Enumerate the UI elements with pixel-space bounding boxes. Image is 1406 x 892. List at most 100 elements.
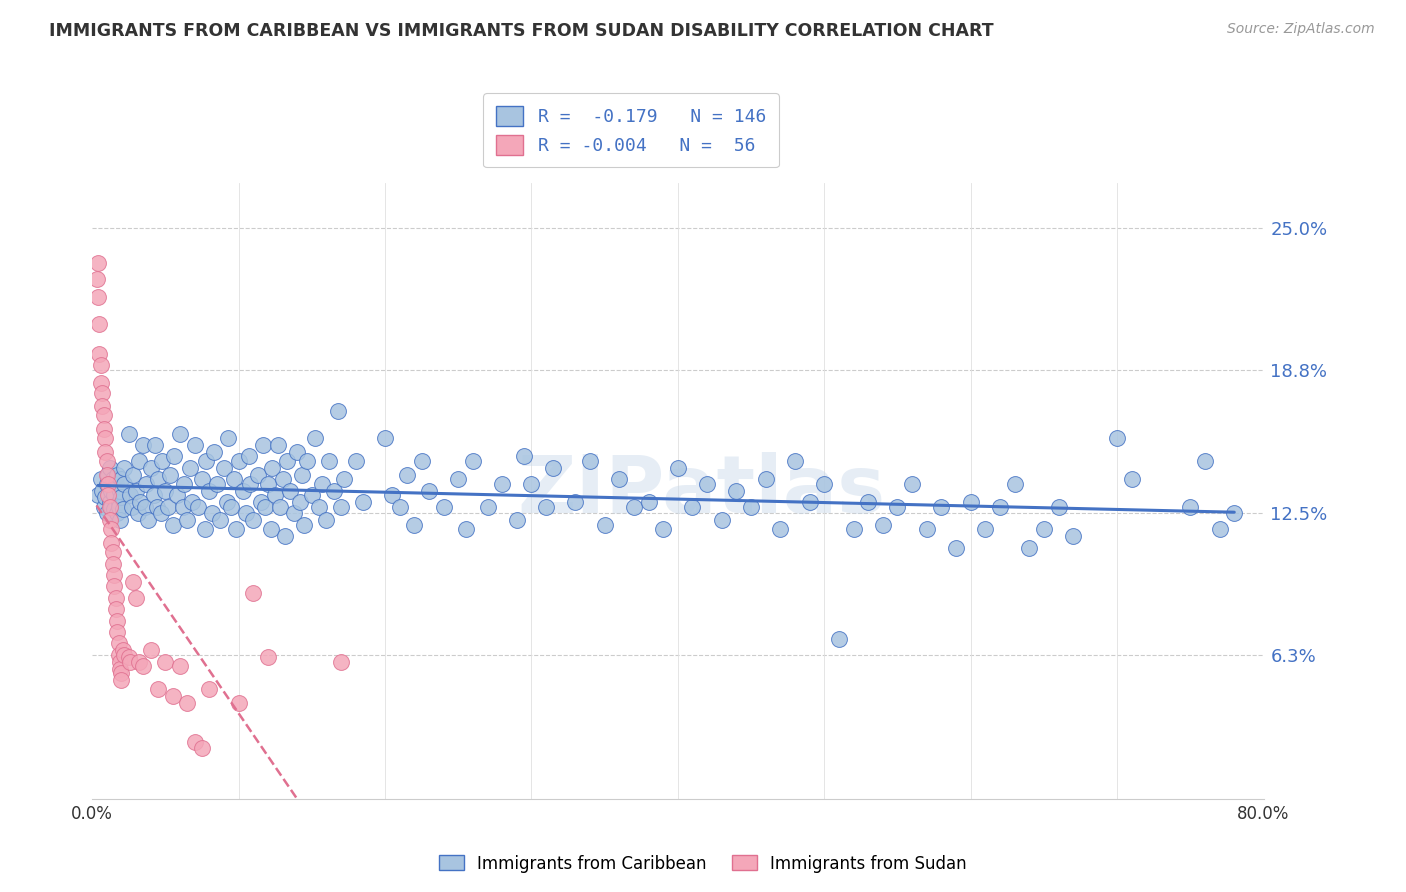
Point (103, 568, 125, 582)
Point (89, 317, 111, 331)
Point (162, 517, 184, 532)
Point (264, 488, 287, 502)
Point (173, 476, 195, 491)
Point (105, 625, 128, 640)
Point (783, 454, 806, 468)
Point (283, 507, 305, 521)
Point (104, 591, 127, 605)
Point (988, 500, 1011, 514)
Point (257, 476, 280, 491)
Point (886, 500, 908, 514)
Point (269, 500, 291, 514)
Point (139, 643, 162, 657)
Point (195, 454, 218, 468)
Point (94, 445, 117, 459)
Point (1047, 500, 1070, 514)
Point (1018, 541, 1040, 555)
Point (454, 523, 477, 537)
Point (129, 495, 152, 509)
Point (162, 689, 184, 703)
Point (564, 495, 586, 509)
Point (769, 523, 792, 537)
Point (388, 500, 411, 514)
Point (534, 500, 557, 514)
Point (333, 472, 356, 486)
Point (328, 404, 350, 418)
Point (87, 255, 110, 269)
Point (135, 476, 157, 491)
Point (308, 500, 330, 514)
Point (228, 696, 250, 710)
Point (112, 460, 135, 475)
Point (121, 500, 143, 514)
Point (579, 454, 602, 468)
Point (107, 500, 129, 514)
Point (194, 523, 217, 537)
Point (1208, 523, 1230, 537)
Point (666, 460, 689, 475)
Point (93, 409, 115, 423)
Point (105, 507, 128, 521)
Point (593, 517, 616, 532)
Point (166, 488, 188, 502)
Point (278, 483, 301, 498)
Point (235, 507, 257, 521)
Point (262, 460, 284, 475)
Point (122, 574, 145, 589)
Point (104, 476, 127, 491)
Point (107, 495, 129, 509)
Point (110, 673, 132, 687)
Point (232, 483, 254, 498)
Point (134, 500, 156, 514)
Point (205, 476, 228, 491)
Point (120, 655, 142, 669)
Point (86, 271, 108, 285)
Point (110, 491, 132, 505)
Point (249, 495, 271, 509)
Point (127, 507, 149, 521)
Point (318, 454, 340, 468)
Point (101, 545, 124, 559)
Point (155, 483, 177, 498)
Point (91, 385, 114, 400)
Point (101, 557, 124, 571)
Point (799, 495, 821, 509)
Point (97, 467, 120, 482)
Point (128, 655, 150, 669)
Point (90, 376, 112, 391)
Point (322, 483, 344, 498)
Point (108, 655, 131, 669)
Point (520, 476, 543, 491)
Point (100, 523, 122, 537)
Point (242, 513, 264, 527)
Point (404, 517, 426, 532)
Point (157, 500, 180, 514)
Point (543, 460, 565, 475)
Point (179, 460, 201, 475)
Point (1107, 431, 1129, 445)
Point (105, 614, 128, 628)
Point (330, 655, 353, 669)
Point (856, 495, 879, 509)
Point (267, 438, 290, 452)
Point (176, 696, 198, 710)
Point (1223, 507, 1246, 521)
Point (98, 500, 121, 514)
Point (623, 500, 645, 514)
Point (101, 472, 124, 486)
Point (128, 454, 150, 468)
Point (418, 483, 440, 498)
Point (104, 602, 127, 616)
Point (842, 523, 865, 537)
Point (1062, 529, 1084, 543)
Point (87, 488, 110, 502)
Point (100, 483, 122, 498)
Point (710, 513, 733, 527)
Point (183, 438, 205, 452)
Point (159, 467, 181, 482)
Point (96, 467, 118, 482)
Point (276, 454, 298, 468)
Point (110, 666, 132, 681)
Point (169, 426, 191, 441)
Point (725, 483, 748, 498)
